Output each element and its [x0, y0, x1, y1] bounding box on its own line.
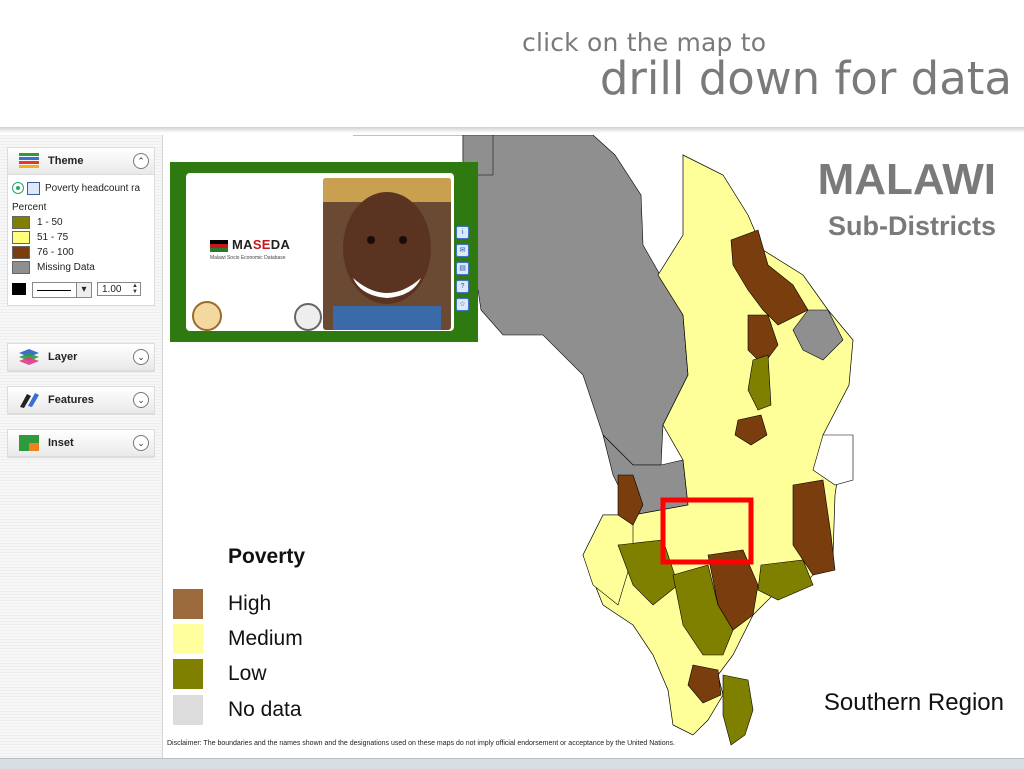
layer-section-title: Layer [48, 351, 78, 363]
layer-section-header[interactable]: Layer ⌄ [8, 344, 154, 371]
side-panel: Theme ⌃ Poverty headcount ra Percent 1 -… [0, 135, 163, 760]
theme-section-header[interactable]: Theme ⌃ [8, 148, 154, 175]
header-instruction-line2: drill down for data [599, 52, 1012, 105]
legend-swatch [173, 624, 203, 654]
maseda-logo: MASEDA [210, 237, 290, 252]
map-region-high-southern[interactable] [687, 664, 722, 704]
class-swatch [12, 245, 30, 259]
map-subtitle: Sub-Districts [827, 211, 996, 241]
outline-style-control: 1.00 ▲▼ [12, 281, 150, 299]
brand-subtitle: Malawi Socio Economic Database [210, 255, 286, 261]
indicator-type-icon[interactable] [27, 181, 40, 195]
map-title: MALAWI [817, 155, 996, 204]
map-region-high-ne2[interactable] [747, 314, 779, 366]
selected-area-highlight[interactable] [660, 497, 754, 565]
legend-label: Low [228, 662, 267, 685]
mail-icon[interactable]: ✉ [456, 244, 469, 257]
class-item: 76 - 100 [12, 245, 150, 260]
outline-color-picker[interactable] [12, 283, 26, 295]
features-pin-icon [20, 393, 39, 408]
theme-section-title: Theme [48, 155, 84, 167]
map-region-high-west[interactable] [617, 474, 644, 526]
star-icon[interactable]: ☆ [456, 298, 469, 311]
line-style-select[interactable] [32, 282, 92, 298]
expand-down-icon[interactable]: ⌄ [133, 435, 149, 451]
class-label: 1 - 50 [37, 217, 63, 228]
map-region-low-southeast[interactable] [757, 559, 814, 601]
inset-section-title: Inset [48, 437, 74, 449]
legend-label: High [228, 592, 272, 615]
brand-text-part2: SE [252, 237, 271, 252]
map-region-low-southern-tip[interactable] [722, 674, 754, 746]
region-label: Southern Region [823, 689, 1004, 716]
features-section-header[interactable]: Features ⌄ [8, 387, 154, 414]
class-item: 51 - 75 [12, 230, 150, 245]
legend-swatch [173, 589, 203, 619]
theme-section: Theme ⌃ Poverty headcount ra Percent 1 -… [7, 147, 155, 306]
class-item: Missing Data [12, 260, 150, 275]
map-region-high-ne[interactable] [730, 229, 809, 326]
map-region-high-central[interactable] [734, 414, 768, 446]
map-area: MALAWI Sub-Districts Southern Region MAS… [163, 135, 1024, 758]
expand-down-icon[interactable]: ⌄ [133, 392, 149, 408]
class-swatch [12, 230, 30, 244]
map-region-low-south[interactable] [672, 564, 734, 656]
status-bar [0, 758, 1024, 769]
class-label: 76 - 100 [37, 247, 74, 258]
stacked-layers-icon [19, 349, 39, 365]
features-section-title: Features [48, 394, 94, 406]
theme-layers-icon [19, 153, 39, 168]
indicator-radio[interactable] [12, 182, 24, 195]
inset-section-header[interactable]: Inset ⌄ [8, 430, 154, 457]
class-item: 1 - 50 [12, 215, 150, 230]
line-width-stepper[interactable]: ▲ ▼ [132, 283, 138, 295]
malawi-coat-of-arms-icon [192, 301, 222, 331]
map-region-ne-no-data[interactable] [792, 309, 844, 361]
legend-swatch [173, 659, 203, 689]
banner-toolbar: i ✉ ▤ ? ☆ [456, 226, 470, 316]
legend-title: Poverty [228, 545, 306, 568]
info-icon[interactable]: i [456, 226, 469, 239]
lake-cutout [812, 434, 854, 486]
help-icon[interactable]: ? [456, 280, 469, 293]
brand-text-part1: MA [232, 237, 253, 252]
page-header: click on the map to drill down for data [0, 0, 1024, 133]
indicator-row: Poverty headcount ra [12, 181, 150, 196]
print-icon[interactable]: ▤ [456, 262, 469, 275]
maseda-banner[interactable]: MASEDA Malawi Socio Economic Database i … [170, 162, 478, 342]
map-region-high-southeast[interactable] [792, 479, 836, 576]
features-section: Features ⌄ [7, 386, 155, 415]
layer-section: Layer ⌄ [7, 343, 155, 372]
portrait-photo [323, 178, 451, 330]
class-label: Missing Data [37, 262, 95, 273]
legend-label: Medium [228, 627, 303, 650]
collapse-up-icon[interactable]: ⌃ [133, 153, 149, 169]
map-canvas[interactable] [163, 135, 1024, 758]
indicator-label: Poverty headcount ra [45, 183, 141, 194]
legend-label: No data [228, 698, 302, 721]
inset-section: Inset ⌄ [7, 429, 155, 458]
brand-text-part3: DA [270, 237, 291, 252]
expand-down-icon[interactable]: ⌄ [133, 349, 149, 365]
map-region-low-central[interactable] [747, 354, 772, 411]
header-instruction-line1: click on the map to [522, 28, 767, 57]
class-swatch [12, 215, 30, 229]
class-label: 51 - 75 [37, 232, 69, 243]
disclaimer-text: Disclaimer: The boundaries and the names… [167, 740, 675, 747]
header-divider [0, 127, 1024, 133]
malawi-flag-icon [210, 239, 228, 252]
legend-swatch [173, 695, 203, 725]
line-width-input[interactable]: 1.00 [97, 282, 141, 296]
united-nations-emblem-icon [294, 303, 322, 331]
unit-label: Percent [12, 202, 47, 213]
inset-map-icon [19, 435, 39, 451]
theme-section-body: Poverty headcount ra Percent 1 - 50 51 -… [8, 175, 154, 305]
class-swatch [12, 260, 30, 274]
banner-card: MASEDA Malawi Socio Economic Database [186, 173, 454, 331]
